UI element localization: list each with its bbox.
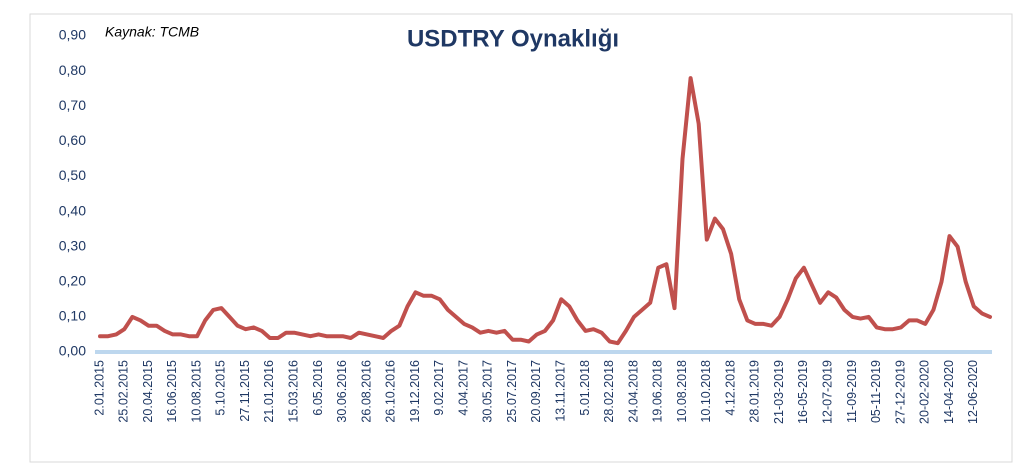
- x-tick-label: 27.11.2015: [238, 360, 252, 422]
- x-tick-label: 19.12.2016: [408, 360, 422, 423]
- x-tick-label: 25.02.2015: [117, 360, 131, 423]
- x-tick-label: 28.02.2018: [602, 360, 616, 423]
- y-tick-label: 0,20: [59, 272, 86, 288]
- x-tick-label: 10.10.2018: [699, 360, 713, 423]
- x-tick-label: 20.04.2015: [141, 360, 155, 423]
- x-tick-label: 25.07.2017: [505, 360, 519, 423]
- x-tick-label: 11-09-2019: [845, 360, 859, 423]
- x-tick-label: 6.05.2016: [311, 360, 325, 416]
- y-tick-label: 0,60: [59, 132, 86, 148]
- x-tick-label: 4.12.2018: [723, 360, 737, 416]
- source-note: Kaynak: TCMB: [105, 24, 199, 40]
- x-tick-label: 16.06.2015: [165, 360, 179, 423]
- x-tick-label: 20.09.2017: [529, 360, 543, 423]
- x-tick-label: 12-07-2019: [820, 360, 834, 424]
- x-tick-label: 27-12-2019: [893, 360, 907, 424]
- x-tick-label: 26.10.2016: [384, 360, 398, 423]
- y-tick-label: 0,30: [59, 237, 86, 253]
- x-tick-label: 21.01.2016: [262, 360, 276, 423]
- x-tick-label: 28.01.2019: [748, 360, 762, 423]
- x-tick-label: 19.06.2018: [651, 360, 665, 423]
- y-tick-label: 0,90: [59, 27, 86, 43]
- x-tick-label: 21-03-2019: [772, 360, 786, 424]
- x-tick-label: 2.01.2015: [92, 360, 106, 416]
- chart-frame: [29, 13, 1013, 463]
- x-tick-label: 20-02-2020: [918, 360, 932, 424]
- y-tick-label: 0,50: [59, 167, 86, 183]
- y-tick-label: 0,00: [59, 343, 86, 359]
- x-tick-label: 9.02.2017: [432, 360, 446, 416]
- chart-title: USDTRY Oynaklığı: [407, 25, 619, 52]
- x-tick-label: 26.08.2016: [359, 360, 373, 423]
- x-tick-label: 5.01.2018: [578, 360, 592, 416]
- data-line: [98, 76, 992, 346]
- x-tick-label: 10.08.2018: [675, 360, 689, 423]
- x-tick-label: 5.10.2015: [214, 360, 228, 416]
- y-tick-label: 0,10: [59, 308, 86, 324]
- x-tick-label: 05-11-2019: [869, 360, 883, 423]
- y-tick-label: 0,80: [59, 62, 86, 78]
- x-tick-label: 16-05-2019: [796, 360, 810, 424]
- x-tick-label: 4.04.2017: [456, 360, 470, 416]
- x-tick-label: 10.08.2015: [189, 360, 203, 423]
- x-tick-label: 15.03.2016: [286, 360, 300, 423]
- x-tick-label: 14-04-2020: [942, 360, 956, 424]
- x-tick-label: 30.06.2016: [335, 360, 349, 423]
- x-tick-label: 24.04.2018: [626, 360, 640, 423]
- y-tick-label: 0,40: [59, 202, 86, 218]
- x-tick-label: 13.11.2017: [553, 360, 567, 422]
- x-tick-label: 30.05.2017: [481, 360, 495, 423]
- x-tick-label: 12-06-2020: [966, 360, 980, 424]
- y-tick-label: 0,70: [59, 97, 86, 113]
